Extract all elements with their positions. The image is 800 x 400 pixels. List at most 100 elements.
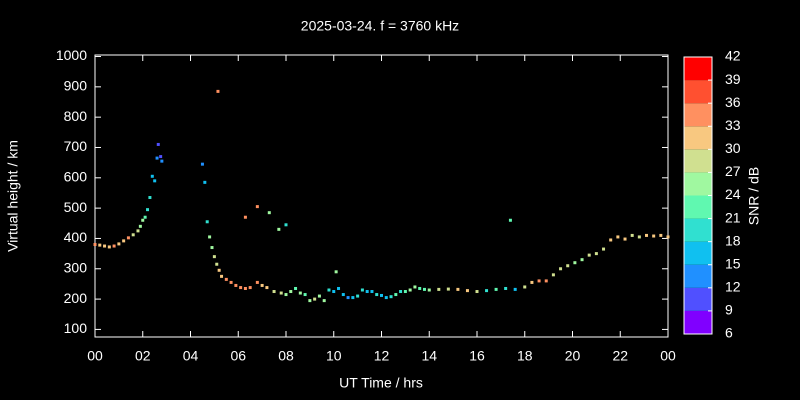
point — [234, 283, 238, 287]
point — [200, 162, 204, 166]
point — [255, 205, 259, 209]
point — [294, 286, 298, 290]
colorbar-tick-label: 36 — [725, 94, 741, 110]
point — [485, 289, 489, 293]
point — [107, 245, 111, 249]
point — [403, 290, 407, 294]
point — [456, 287, 460, 291]
colorbar-tick-label: 39 — [725, 71, 741, 87]
point — [551, 273, 555, 277]
point — [645, 233, 649, 237]
point — [143, 215, 147, 219]
point — [334, 270, 338, 274]
colorbar-label: SNR / dB — [746, 167, 762, 225]
point — [208, 235, 212, 239]
point — [356, 294, 360, 298]
point — [117, 242, 121, 246]
x-tick-label: 04 — [183, 348, 199, 364]
point — [205, 220, 209, 224]
point — [203, 180, 207, 184]
colorbar-tick-label: 9 — [725, 302, 733, 318]
y-tick-label: 600 — [64, 169, 88, 185]
x-tick-label: 12 — [374, 348, 390, 364]
point — [260, 283, 264, 287]
point — [248, 286, 252, 290]
y-tick-label: 900 — [64, 78, 88, 94]
colorbar-tick-label: 6 — [725, 325, 733, 341]
point — [559, 267, 563, 271]
point — [317, 294, 321, 298]
point — [537, 279, 541, 283]
y-tick-label: 800 — [64, 108, 88, 124]
point — [573, 261, 577, 265]
point — [594, 252, 598, 256]
point — [313, 297, 317, 301]
point — [148, 196, 152, 200]
colorbar-tick-label: 18 — [725, 232, 741, 248]
point — [224, 277, 228, 281]
point — [446, 287, 450, 291]
point — [508, 218, 512, 222]
colorbar-band — [684, 264, 712, 288]
x-tick-label: 08 — [278, 348, 294, 364]
y-tick-label: 1000 — [56, 47, 87, 63]
point — [243, 215, 247, 219]
point — [375, 293, 379, 297]
point — [146, 208, 150, 212]
x-tick-label: 18 — [517, 348, 533, 364]
colorbar-band — [684, 241, 712, 265]
point — [255, 280, 259, 284]
point — [98, 243, 102, 247]
point — [413, 285, 417, 289]
point — [365, 290, 369, 294]
y-tick-label: 100 — [64, 320, 88, 336]
point — [159, 155, 163, 159]
point — [332, 290, 336, 294]
point — [427, 288, 431, 292]
point — [437, 287, 441, 291]
colorbar-band — [684, 172, 712, 196]
colorbar-tick-label: 27 — [725, 163, 741, 179]
point — [217, 268, 221, 272]
x-tick-label: 16 — [469, 348, 485, 364]
point — [346, 296, 350, 300]
point — [609, 238, 613, 242]
point — [666, 235, 670, 239]
point — [360, 288, 364, 292]
point — [399, 290, 403, 294]
point — [126, 236, 130, 240]
point — [308, 299, 312, 303]
point — [272, 290, 276, 294]
point — [141, 218, 145, 222]
colorbar-band — [684, 126, 712, 150]
colorbar-tick-label: 12 — [725, 279, 741, 295]
point — [513, 287, 517, 291]
y-tick-label: 300 — [64, 259, 88, 275]
point — [279, 291, 283, 295]
point — [327, 288, 331, 292]
point — [160, 159, 164, 163]
point — [229, 280, 233, 284]
point — [630, 233, 634, 237]
point — [212, 255, 216, 259]
y-axis-label: Virtual height / km — [5, 140, 21, 252]
colorbar-tick-label: 33 — [725, 117, 741, 133]
y-tick-label: 700 — [64, 138, 88, 154]
point — [284, 223, 288, 227]
point — [153, 179, 157, 183]
point — [580, 258, 584, 262]
point — [93, 243, 97, 247]
colorbar-band — [684, 195, 712, 219]
colorbar-band — [684, 310, 712, 334]
y-tick-label: 400 — [64, 229, 88, 245]
point — [494, 287, 498, 291]
point — [215, 262, 219, 266]
colorbar-band — [684, 57, 712, 81]
point — [131, 233, 135, 237]
point — [530, 280, 534, 284]
x-tick-label: 00 — [660, 348, 676, 364]
chart-title: 2025-03-24. f = 3760 kHz — [301, 18, 459, 34]
